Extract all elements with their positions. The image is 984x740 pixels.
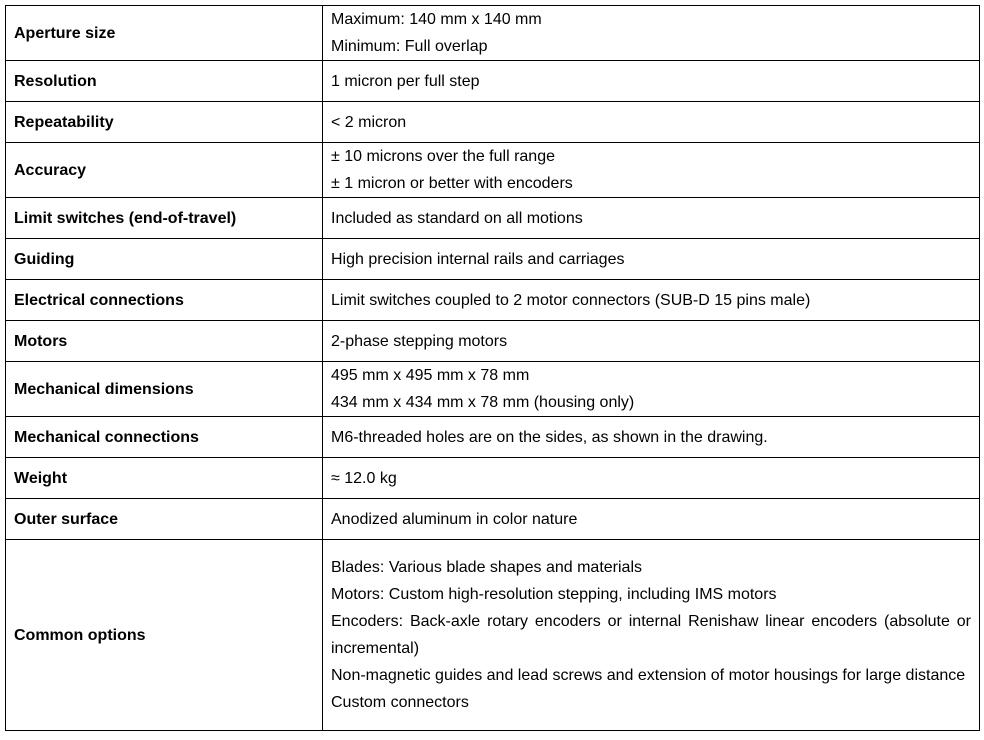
spec-label: Limit switches (end-of-travel) <box>5 197 323 239</box>
spec-value: High precision internal rails and carria… <box>322 238 980 280</box>
table-body: Aperture size Maximum: 140 mm x 140 mm Min… <box>5 5 980 731</box>
spec-value: ± 10 microns over the full range ± 1 micr… <box>322 142 980 198</box>
table-row: Guiding High precision internal rails and… <box>5 238 980 280</box>
spec-value: ≈ 12.0 kg <box>322 457 980 499</box>
spec-value-line: Blades: Various blade shapes and materia… <box>331 559 642 576</box>
spec-value: < 2 micron <box>322 101 980 143</box>
spec-value: Limit switches coupled to 2 motor connec… <box>322 279 980 321</box>
spec-value-line: Maximum: 140 mm x 140 mm <box>331 11 542 28</box>
spec-value-line: Anodized aluminum in color nature <box>331 510 578 528</box>
spec-value-line: High precision internal rails and carria… <box>331 250 625 268</box>
spec-value-line: ≈ 12.0 kg <box>331 469 397 487</box>
table-row: Resolution 1 micron per full step <box>5 60 980 102</box>
table-row: Mechanical dimensions 495 mm x 495 mm x 7… <box>5 361 980 417</box>
spec-label: Motors <box>5 320 323 362</box>
spec-value-line: M6-threaded holes are on the sides, as s… <box>331 428 768 446</box>
spec-label: Mechanical connections <box>5 416 323 458</box>
spec-value-line: Custom connectors <box>331 694 469 711</box>
spec-value: Included as standard on all motions <box>322 197 980 239</box>
spec-value-line: 1 micron per full step <box>331 72 480 90</box>
spec-value-line: Included as standard on all motions <box>331 209 583 227</box>
spec-label: Weight <box>5 457 323 499</box>
spec-label: Electrical connections <box>5 279 323 321</box>
spec-label: Repeatability <box>5 101 323 143</box>
spec-label: Guiding <box>5 238 323 280</box>
spec-label: Aperture size <box>5 5 323 61</box>
table-row: Limit switches (end-of-travel) Included a… <box>5 197 980 239</box>
spec-value: Maximum: 140 mm x 140 mm Minimum: Full ov… <box>322 5 980 61</box>
spec-value-line: ± 10 microns over the full range <box>331 148 555 165</box>
spec-value: 495 mm x 495 mm x 78 mm 434 mm x 434 mm x… <box>322 361 980 417</box>
spec-value-line: Motors: Custom high-resolution stepping,… <box>331 586 777 603</box>
spec-value-line: < 2 micron <box>331 113 407 131</box>
spec-label: Accuracy <box>5 142 323 198</box>
table-row: Electrical connections Limit switches cou… <box>5 279 980 321</box>
spec-value-line: Minimum: Full overlap <box>331 38 488 55</box>
spec-value: Blades: Various blade shapes and materia… <box>322 539 980 731</box>
spec-label: Outer surface <box>5 498 323 540</box>
table-row: Accuracy ± 10 microns over the full range… <box>5 142 980 198</box>
spec-value-line: 495 mm x 495 mm x 78 mm <box>331 367 530 384</box>
spec-value-line: Limit switches coupled to 2 motor connec… <box>331 291 811 309</box>
table-row: Repeatability < 2 micron <box>5 101 980 143</box>
table-row: Mechanical connections M6-threaded holes … <box>5 416 980 458</box>
specifications-table: Aperture size Maximum: 140 mm x 140 mm Min… <box>5 5 980 731</box>
table-row: Common options Blades: Various blade shap… <box>5 539 980 731</box>
spec-value-line: ± 1 micron or better with encoders <box>331 175 573 192</box>
table-row: Outer surface Anodized aluminum in color … <box>5 498 980 540</box>
spec-value-line: Encoders: Back-axle rotary encoders or i… <box>331 613 971 657</box>
spec-value-line: 434 mm x 434 mm x 78 mm (housing only) <box>331 394 635 411</box>
spec-label: Common options <box>5 539 323 731</box>
spec-value: M6-threaded holes are on the sides, as s… <box>322 416 980 458</box>
spec-label: Resolution <box>5 60 323 102</box>
table-row: Weight ≈ 12.0 kg <box>5 457 980 499</box>
spec-value: 2-phase stepping motors <box>322 320 980 362</box>
table-row: Aperture size Maximum: 140 mm x 140 mm Min… <box>5 5 980 61</box>
spec-label: Mechanical dimensions <box>5 361 323 417</box>
spec-value: Anodized aluminum in color nature <box>322 498 980 540</box>
spec-value-line: 2-phase stepping motors <box>331 332 508 350</box>
spec-value: 1 micron per full step <box>322 60 980 102</box>
table-row: Motors 2-phase stepping motors <box>5 320 980 362</box>
spec-value-line: Non-magnetic guides and lead screws and … <box>331 667 966 684</box>
